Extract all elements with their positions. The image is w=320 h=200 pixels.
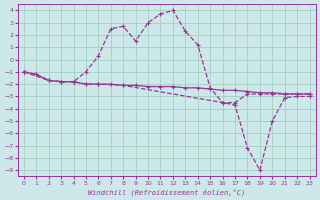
X-axis label: Windchill (Refroidissement éolien,°C): Windchill (Refroidissement éolien,°C) — [88, 188, 245, 196]
